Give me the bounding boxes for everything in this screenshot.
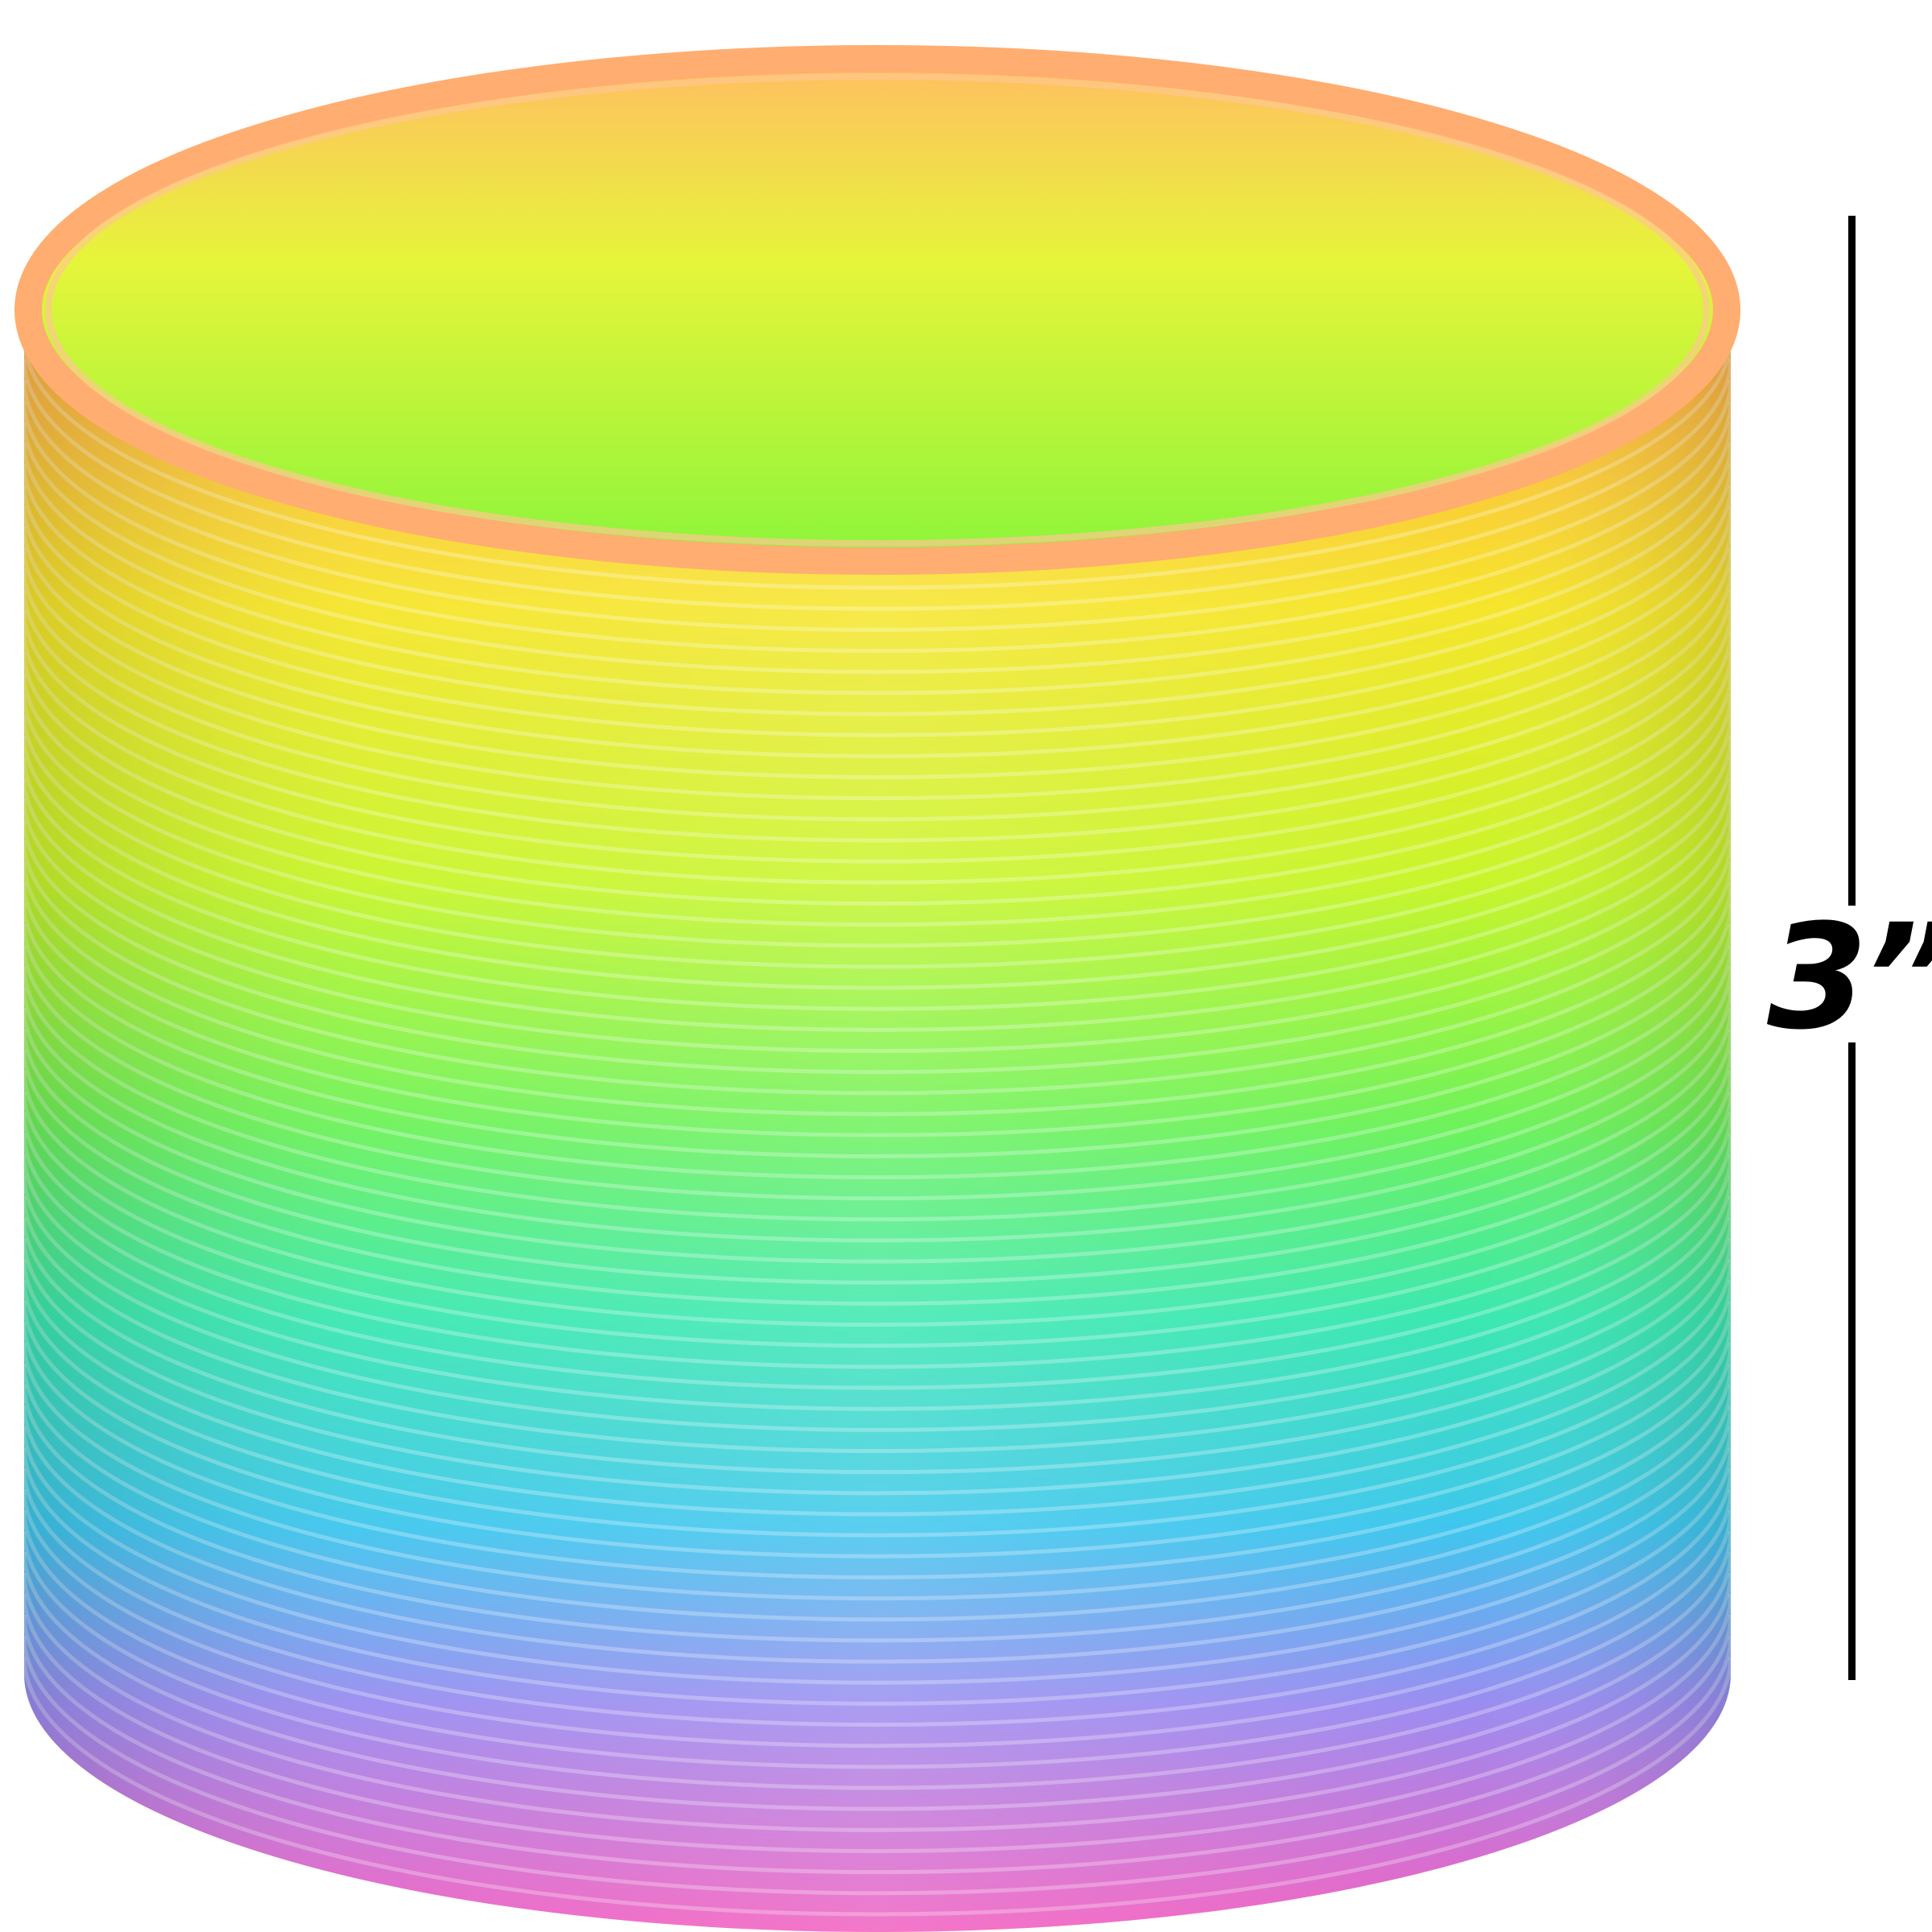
toy-opening bbox=[40, 68, 1715, 551]
dimension-line-bottom bbox=[1848, 1042, 1856, 1680]
dimension-line-top bbox=[1848, 216, 1856, 906]
dimension-label: 3” bbox=[1767, 894, 1932, 1062]
